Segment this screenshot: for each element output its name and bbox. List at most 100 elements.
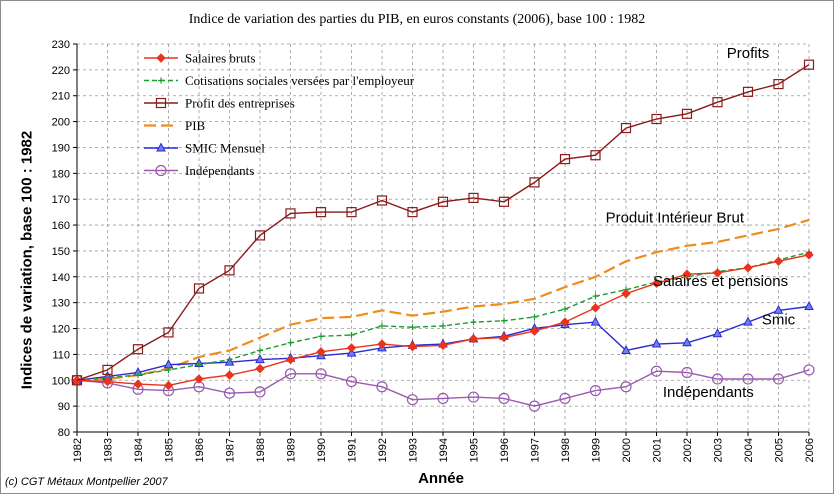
data-point (315, 368, 327, 380)
data-point (379, 322, 385, 329)
data-point (499, 332, 509, 343)
x-tick-label: 1984 (133, 438, 145, 462)
annotations: Profits Produit Intérieur Brut Salaires et… (606, 45, 796, 401)
data-point (742, 373, 754, 385)
data-point (438, 340, 448, 351)
data-point (773, 256, 784, 266)
axes: 80 90 100 110 120 130 140 150 160 170 180 190 200 210… (52, 39, 816, 462)
gridlines (77, 43, 810, 432)
data-point (437, 196, 449, 207)
x-tick-label: 1982 (72, 438, 84, 462)
data-point (346, 343, 357, 353)
data-point (196, 361, 202, 368)
data-point (254, 230, 266, 241)
data-point (406, 394, 419, 406)
data-point (285, 208, 296, 219)
y-tick-label: 80 (58, 427, 70, 439)
x-tick-label: 2002 (682, 438, 694, 462)
data-point (254, 386, 266, 398)
data-point (158, 77, 164, 84)
data-point (773, 78, 784, 90)
legend: Salaires bruts Cotisations sociales versé… (144, 51, 415, 178)
legend-label: Indépendants (185, 163, 254, 178)
data-point (621, 288, 631, 299)
data-point (407, 207, 418, 218)
data-point (712, 97, 723, 108)
x-tick-label: 1986 (194, 438, 206, 462)
data-point (590, 316, 601, 326)
y-tick-label: 190 (52, 142, 70, 154)
series-line (76, 64, 810, 381)
data-point (193, 283, 205, 294)
data-point (743, 263, 753, 273)
annotation-label: Smic (762, 312, 796, 329)
legend-item: PIB (144, 118, 206, 133)
y-tick-label: 200 (52, 117, 70, 129)
data-point (804, 250, 814, 260)
data-point (590, 150, 601, 161)
data-point (156, 142, 166, 152)
data-point (102, 376, 113, 387)
data-point (407, 341, 418, 352)
data-point (132, 344, 144, 355)
y-tick-label: 120 (52, 324, 70, 336)
data-point (257, 347, 263, 354)
x-tick-label: 1985 (164, 438, 176, 462)
data-point (467, 391, 480, 403)
series-3 (76, 218, 810, 382)
annotation-label: Profits (727, 45, 770, 62)
data-point (528, 400, 541, 412)
data-point (498, 196, 510, 207)
data-point (437, 392, 449, 404)
data-point (590, 303, 601, 313)
data-point (285, 354, 296, 365)
data-point (255, 354, 265, 364)
data-point (255, 363, 265, 374)
data-point (681, 108, 693, 119)
data-point (284, 368, 297, 380)
x-tick-label: 1989 (286, 438, 298, 462)
data-point (531, 313, 538, 320)
data-point (71, 375, 83, 386)
y-tick-label: 110 (52, 349, 70, 361)
x-axis-label: Année (418, 470, 464, 487)
data-point (711, 373, 724, 385)
data-point (559, 154, 571, 165)
chart-title: Indice de variation des parties du PIB, … (188, 12, 646, 27)
data-point (498, 392, 510, 404)
data-point (165, 366, 172, 373)
x-tick-label: 2001 (652, 438, 664, 462)
data-point (376, 381, 388, 393)
data-point (346, 207, 357, 218)
data-point (155, 97, 167, 109)
x-tick-label: 1997 (530, 438, 542, 462)
data-point (803, 364, 815, 376)
data-point (468, 334, 479, 344)
x-tick-label: 1996 (499, 438, 511, 462)
legend-label: PIB (185, 118, 206, 133)
data-point (156, 53, 166, 63)
y-tick-label: 90 (58, 401, 70, 413)
y-tick-label: 230 (52, 39, 70, 51)
x-tick-label: 2003 (713, 438, 725, 462)
data-point (681, 366, 693, 379)
data-point (682, 337, 692, 347)
data-point (651, 278, 662, 288)
x-tick-label: 2006 (804, 438, 816, 462)
y-tick-label: 220 (52, 65, 70, 77)
data-point (287, 339, 294, 346)
data-point (194, 374, 204, 384)
data-point (224, 370, 235, 380)
data-point (651, 338, 662, 348)
y-tick-label: 210 (52, 91, 70, 103)
data-point (377, 339, 387, 349)
series-line (76, 218, 810, 382)
data-point (348, 332, 355, 338)
data-point (712, 268, 723, 278)
legend-item: Profit des entreprises (144, 96, 295, 111)
series-group (71, 59, 815, 412)
x-tick-label: 1994 (438, 438, 450, 462)
x-tick-label: 1990 (316, 438, 328, 462)
data-point (773, 304, 784, 314)
data-point (742, 86, 754, 97)
